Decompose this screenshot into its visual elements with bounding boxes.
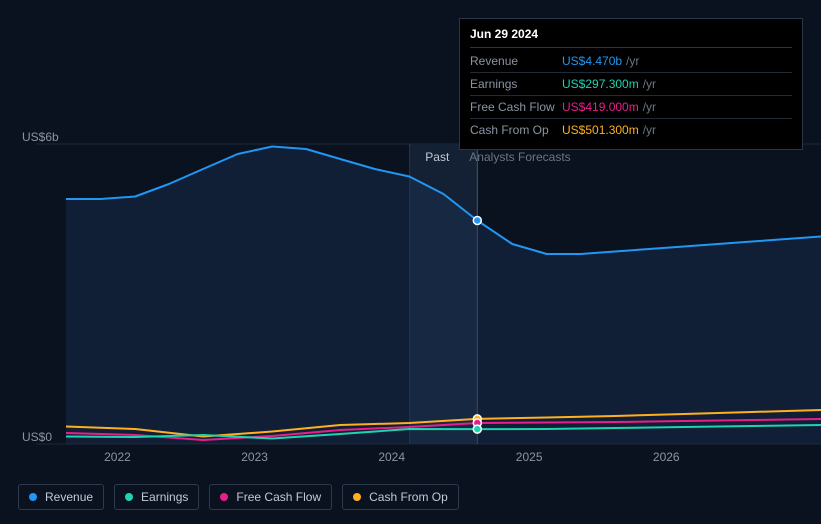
x-tick-label: 2022 [104, 450, 131, 464]
legend-item-free-cash-flow[interactable]: Free Cash Flow [209, 484, 332, 510]
legend: Revenue Earnings Free Cash Flow Cash From O… [18, 484, 459, 510]
hover-tooltip: Jun 29 2024 RevenueUS$4.470b/yrEarningsU… [459, 18, 803, 150]
y-tick-label: US$6b [22, 130, 59, 144]
x-tick-label: 2023 [241, 450, 268, 464]
legend-label: Earnings [141, 490, 188, 504]
tooltip-row: Cash From OpUS$501.300m/yr [470, 119, 792, 141]
x-tick-label: 2024 [378, 450, 405, 464]
tooltip-row-value: US$419.000m [562, 100, 639, 114]
y-tick-label: US$0 [22, 430, 52, 444]
legend-swatch [353, 493, 361, 501]
tooltip-row-label: Free Cash Flow [470, 100, 562, 114]
tooltip-row-label: Cash From Op [470, 123, 562, 137]
tooltip-row-unit: /yr [643, 123, 656, 137]
tooltip-date: Jun 29 2024 [470, 27, 792, 48]
tooltip-row-unit: /yr [626, 54, 639, 68]
legend-label: Revenue [45, 490, 93, 504]
tooltip-row-label: Earnings [470, 77, 562, 91]
legend-swatch [125, 493, 133, 501]
legend-item-revenue[interactable]: Revenue [18, 484, 104, 510]
past-section-label: Past [425, 150, 449, 164]
forecast-section-label: Analysts Forecasts [469, 150, 570, 164]
legend-swatch [220, 493, 228, 501]
legend-label: Cash From Op [369, 490, 448, 504]
tooltip-row: RevenueUS$4.470b/yr [470, 50, 792, 73]
tooltip-row-unit: /yr [643, 77, 656, 91]
x-tick-label: 2025 [516, 450, 543, 464]
x-tick-label: 2026 [653, 450, 680, 464]
legend-item-cash-from-op[interactable]: Cash From Op [342, 484, 459, 510]
legend-swatch [29, 493, 37, 501]
tooltip-row-value: US$4.470b [562, 54, 622, 68]
legend-item-earnings[interactable]: Earnings [114, 484, 199, 510]
tooltip-row-value: US$501.300m [562, 123, 639, 137]
tooltip-row: EarningsUS$297.300m/yr [470, 73, 792, 96]
tooltip-row-unit: /yr [643, 100, 656, 114]
tooltip-row: Free Cash FlowUS$419.000m/yr [470, 96, 792, 119]
tooltip-row-value: US$297.300m [562, 77, 639, 91]
legend-label: Free Cash Flow [236, 490, 321, 504]
tooltip-row-label: Revenue [470, 54, 562, 68]
